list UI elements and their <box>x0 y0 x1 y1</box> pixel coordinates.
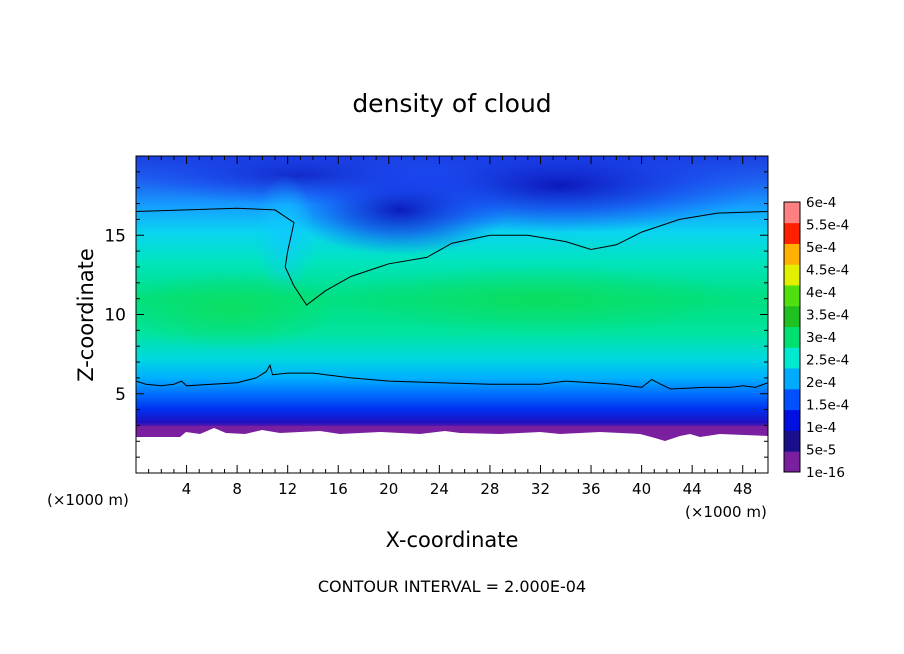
colorbar-swatch <box>784 285 800 307</box>
x-tick-label: 36 <box>581 480 600 498</box>
y-axis-ticks: 5 10 15 <box>104 171 768 458</box>
colorbar-label: 4e-4 <box>806 285 836 301</box>
clear-air-region <box>136 428 768 473</box>
colorbar-swatch <box>784 264 800 286</box>
colorbar-swatch <box>784 409 800 431</box>
colorbar-swatch <box>784 430 800 452</box>
colorbar-label: 1e-16 <box>806 465 845 481</box>
colorbar-label: 4.5e-4 <box>806 263 849 279</box>
x-axis-ticks: 4 8 12 16 20 24 28 32 36 40 44 48 <box>148 156 756 498</box>
colorbar-swatch <box>784 305 800 328</box>
colorbar-swatch <box>784 243 800 265</box>
colorbar-label: 2.5e-4 <box>806 353 849 369</box>
contour-interval-footer: CONTOUR INTERVAL = 2.000E-04 <box>318 577 586 596</box>
colorbar-label: 3e-4 <box>806 330 836 346</box>
x-tick-label: 20 <box>379 480 398 498</box>
x-unit-left: (×1000 m) <box>47 491 129 509</box>
y-axis-label: Z-coordinate <box>74 248 98 382</box>
x-tick-label: 28 <box>480 480 499 498</box>
colorbar-label: 1e-4 <box>806 420 836 436</box>
green-core-right <box>340 265 740 335</box>
x-tick-label: 24 <box>430 480 449 498</box>
colorbar-label: 5.5e-4 <box>806 218 849 234</box>
contour-line-2 <box>135 363 769 390</box>
x-unit-right: (×1000 m) <box>685 503 767 521</box>
y-tick-label: 5 <box>115 385 126 405</box>
colorbar: 1e-16 5e-5 1e-4 1.5e-4 2e-4 2.5e-4 3e-4 3.5e-4 4… <box>783 195 849 481</box>
contour-lines <box>135 207 769 390</box>
colorbar-swatch <box>784 368 800 390</box>
colorbar-label: 2e-4 <box>806 375 836 391</box>
x-tick-label: 32 <box>531 480 550 498</box>
upper-dark-region-left <box>136 156 470 205</box>
colorbar-frame <box>783 201 801 473</box>
colorbar-label: 5e-5 <box>806 443 836 459</box>
x-tick-label: 4 <box>182 480 192 498</box>
x-tick-label: 16 <box>329 480 348 498</box>
x-tick-label: 48 <box>733 480 752 498</box>
colorbar-swatch <box>784 326 800 348</box>
colorbar-swatch <box>784 451 800 473</box>
y-tick-label: 10 <box>104 306 126 326</box>
green-core-left <box>136 270 340 350</box>
x-axis-label: X-coordinate <box>386 528 519 552</box>
y-tick-label: 15 <box>104 226 126 246</box>
colorbar-label: 5e-4 <box>806 240 836 256</box>
chart-title: density of cloud <box>352 89 551 118</box>
colorbar-label: 6e-4 <box>806 195 836 211</box>
colorbar-swatch <box>784 347 800 369</box>
colorbar-label: 1.5e-4 <box>806 398 849 414</box>
contour-line-1 <box>135 207 769 306</box>
colorbar-swatch <box>784 388 800 411</box>
colorbar-swatch <box>784 222 800 244</box>
x-tick-label: 12 <box>278 480 297 498</box>
plot-area <box>136 156 768 473</box>
cyan-wedge <box>255 175 315 295</box>
x-tick-label: 44 <box>683 480 702 498</box>
x-tick-label: 8 <box>232 480 242 498</box>
purple-base-band <box>136 426 768 436</box>
colorbar-label: 3.5e-4 <box>806 308 849 324</box>
colorbar-swatch <box>784 202 800 224</box>
x-tick-label: 40 <box>632 480 651 498</box>
